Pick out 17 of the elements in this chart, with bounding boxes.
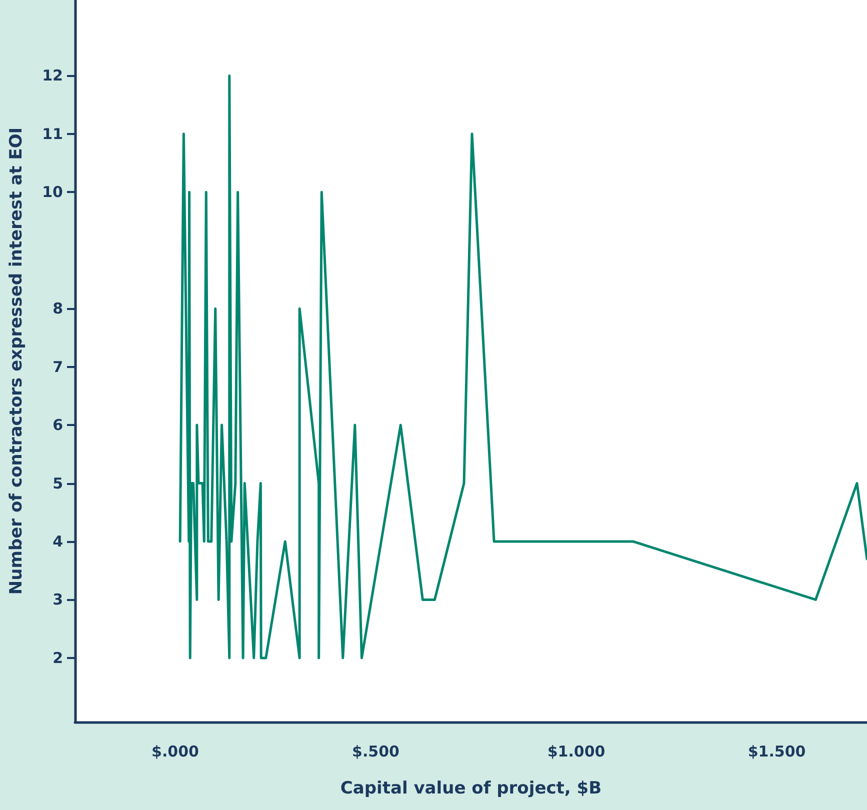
y-tick-label: 5 [52,474,63,492]
y-tick-label: 3 [52,590,63,609]
x-axis-title: Capital value of project, $B [340,778,602,798]
line-series [178,74,867,660]
y-tick-label: 6 [52,416,63,434]
y-tick-label: 4 [52,532,63,550]
x-tick-label: $.500 [352,742,400,760]
y-tick-label: 12 [42,66,63,85]
y-tick-label: 7 [52,358,63,376]
y-tick-label: 2 [52,648,63,667]
y-tick-label: 8 [52,300,63,318]
y-tick-label: 11 [42,124,63,143]
x-tick-label: $1.500 [748,742,806,760]
y-tick-label: 10 [42,183,63,202]
y-axis-title: Number of contractors expressed interest at EOI [6,127,26,595]
x-tick-label: $1.000 [547,742,606,760]
x-tick-label: $.000 [152,742,199,760]
